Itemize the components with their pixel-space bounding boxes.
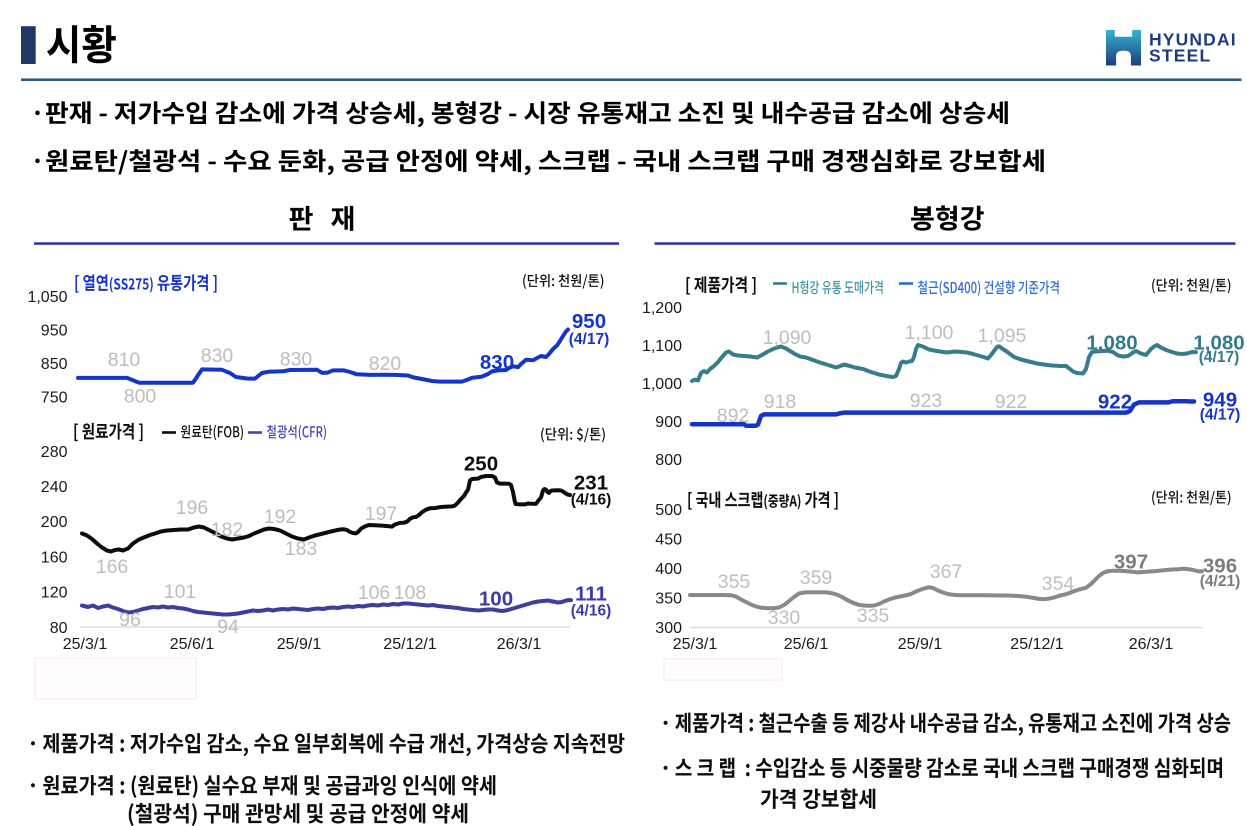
svg-text:101: 101 xyxy=(164,581,197,603)
svg-text:166: 166 xyxy=(96,556,129,578)
svg-text:25/12/1: 25/12/1 xyxy=(1010,636,1063,653)
svg-text:200: 200 xyxy=(41,514,68,531)
svg-text:120: 120 xyxy=(41,585,68,602)
svg-text:26/3/1: 26/3/1 xyxy=(497,636,542,653)
svg-text:250: 250 xyxy=(464,452,498,475)
svg-text:26/3/1: 26/3/1 xyxy=(1129,636,1174,653)
svg-text:100: 100 xyxy=(479,587,513,610)
svg-text:25/9/1: 25/9/1 xyxy=(898,636,943,653)
svg-text:1,080: 1,080 xyxy=(1086,331,1137,354)
svg-text:350: 350 xyxy=(655,591,682,608)
svg-text:1,200: 1,200 xyxy=(642,300,682,317)
svg-text:949: 949 xyxy=(1203,388,1237,411)
svg-text:25/6/1: 25/6/1 xyxy=(170,636,215,653)
svg-text:240: 240 xyxy=(41,479,68,496)
svg-text:94: 94 xyxy=(217,616,239,638)
svg-text:HYUNDAI: HYUNDAI xyxy=(1149,30,1237,50)
svg-text:STEEL: STEEL xyxy=(1149,45,1211,65)
svg-text:160: 160 xyxy=(41,549,68,566)
svg-text:892: 892 xyxy=(717,405,750,427)
svg-text:80: 80 xyxy=(50,620,68,637)
svg-text:850: 850 xyxy=(41,356,68,373)
svg-text:300: 300 xyxy=(655,620,682,637)
svg-text:25/6/1: 25/6/1 xyxy=(784,636,829,653)
svg-text:918: 918 xyxy=(764,391,797,413)
svg-text:108: 108 xyxy=(394,582,427,604)
svg-text:1,080: 1,080 xyxy=(1193,331,1244,354)
svg-text:(4/17): (4/17) xyxy=(569,331,610,348)
svg-text:182: 182 xyxy=(211,519,244,541)
svg-text:400: 400 xyxy=(655,561,682,578)
svg-text:(4/17): (4/17) xyxy=(1200,407,1241,424)
svg-text:(4/17): (4/17) xyxy=(1199,349,1240,366)
svg-text:355: 355 xyxy=(718,571,751,593)
svg-text:25/3/1: 25/3/1 xyxy=(673,636,718,653)
svg-text:111: 111 xyxy=(575,582,607,605)
svg-text:750: 750 xyxy=(41,390,68,407)
svg-text:922: 922 xyxy=(995,391,1028,413)
svg-text:(4/16): (4/16) xyxy=(571,492,612,509)
svg-text:(4/16): (4/16) xyxy=(571,603,612,620)
svg-text:196: 196 xyxy=(176,497,209,519)
svg-text:106: 106 xyxy=(358,582,391,604)
svg-text:800: 800 xyxy=(124,386,157,408)
svg-text:25/9/1: 25/9/1 xyxy=(277,636,322,653)
svg-text:900: 900 xyxy=(655,414,682,431)
svg-text:1,100: 1,100 xyxy=(905,322,954,344)
svg-text:197: 197 xyxy=(365,503,398,525)
svg-text:1,090: 1,090 xyxy=(763,327,812,349)
svg-text:830: 830 xyxy=(201,345,234,367)
svg-text:1,100: 1,100 xyxy=(642,338,682,355)
svg-text:500: 500 xyxy=(655,502,682,519)
svg-text:231: 231 xyxy=(574,471,608,494)
svg-text:354: 354 xyxy=(1042,573,1075,595)
svg-text:330: 330 xyxy=(768,607,801,629)
svg-text:1,095: 1,095 xyxy=(978,325,1027,347)
svg-text:359: 359 xyxy=(800,567,833,589)
svg-text:25/3/1: 25/3/1 xyxy=(63,636,108,653)
svg-text:397: 397 xyxy=(1114,550,1148,573)
svg-text:950: 950 xyxy=(41,322,68,339)
svg-text:335: 335 xyxy=(857,605,890,627)
svg-text:25/12/1: 25/12/1 xyxy=(383,636,436,653)
svg-text:810: 810 xyxy=(108,349,141,371)
svg-text:950: 950 xyxy=(572,310,606,333)
svg-text:280: 280 xyxy=(41,444,68,461)
svg-text:1,000: 1,000 xyxy=(642,376,682,393)
svg-text:1,050: 1,050 xyxy=(27,289,67,306)
svg-text:800: 800 xyxy=(655,452,682,469)
svg-text:830: 830 xyxy=(480,351,514,374)
svg-text:96: 96 xyxy=(119,609,141,631)
svg-text:820: 820 xyxy=(369,353,402,375)
svg-text:830: 830 xyxy=(280,349,313,371)
svg-text:(4/21): (4/21) xyxy=(1200,573,1241,590)
svg-text:922: 922 xyxy=(1098,390,1132,413)
svg-text:192: 192 xyxy=(264,506,297,528)
svg-text:396: 396 xyxy=(1203,554,1237,577)
svg-text:367: 367 xyxy=(930,561,963,583)
svg-text:450: 450 xyxy=(655,531,682,548)
svg-text:923: 923 xyxy=(910,390,943,412)
svg-text:183: 183 xyxy=(285,538,318,560)
